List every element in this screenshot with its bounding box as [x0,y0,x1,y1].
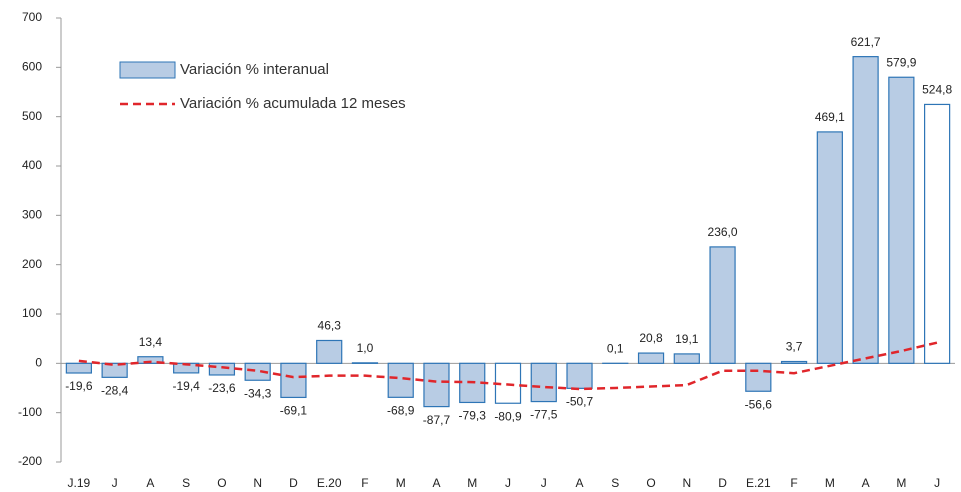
value-label: 236,0 [708,225,738,239]
bar [780,360,808,364]
y-tick-label: 500 [22,109,42,123]
bar [816,131,843,364]
value-label: -56,6 [745,397,773,411]
y-tick-label: 100 [22,306,42,320]
value-label: 13,4 [139,335,163,349]
legend-swatch [119,61,176,79]
x-tick-label: D [718,476,727,490]
x-tick-label: M [825,476,835,490]
value-label: 621,7 [851,35,881,49]
value-label: -19,6 [65,379,93,393]
y-tick-label: 700 [22,10,42,24]
x-tick-label: A [862,476,870,490]
value-label: 19,1 [675,332,699,346]
x-tick-label: E.21 [746,476,771,490]
value-label: 0,1 [607,341,624,355]
bar [852,56,879,364]
x-tick-label: O [217,476,226,490]
bar [673,353,700,364]
value-label: 20,8 [639,331,663,345]
bar [387,362,414,398]
x-tick-label: M [396,476,406,490]
value-label: 524,8 [922,83,952,97]
legend-label: Variación % interanual [180,61,329,78]
bar [65,362,92,374]
x-tick-label: J [112,476,118,490]
bar [637,352,665,364]
x-tick-label: J.19 [68,476,91,490]
value-label: -50,7 [566,395,594,409]
bar [423,362,450,408]
line [78,341,938,391]
bar [566,362,593,389]
x-tick-label: O [646,476,655,490]
value-label: -23,6 [208,381,236,395]
y-tick-label: 600 [22,60,42,74]
bar [101,362,128,378]
x-tick-label: A [432,476,440,490]
x-tick-label: S [611,476,619,490]
x-tick-label: F [790,476,797,490]
bar [244,362,271,381]
x-tick-label: S [182,476,190,490]
x-tick-label: J [541,476,547,490]
x-tick-label: M [896,476,906,490]
bar [208,362,236,376]
x-tick-label: N [253,476,262,490]
value-label: -68,9 [387,403,415,417]
x-tick-label: A [576,476,584,490]
bar [745,362,772,392]
value-label: -77,5 [530,408,558,422]
bar [280,362,307,399]
value-label: 1,0 [357,341,374,355]
x-tick-label: D [289,476,298,490]
value-label: -69,1 [280,404,308,418]
x-tick-label: M [467,476,477,490]
value-label: -79,3 [459,409,487,423]
y-tick-label: 400 [22,158,42,172]
bar [530,362,557,403]
bar [924,103,951,364]
x-tick-label: F [361,476,368,490]
bar [137,356,164,364]
x-tick-label: N [682,476,691,490]
bar [709,246,736,364]
value-label: 579,9 [886,55,916,69]
value-label: -28,4 [101,384,129,398]
y-tick-label: 200 [22,257,42,271]
value-label: -87,7 [423,413,451,427]
y-tick-label: -100 [18,405,42,419]
value-label: 469,1 [815,110,845,124]
y-tick-label: -200 [18,454,42,468]
x-tick-label: J [934,476,940,490]
x-tick-label: J [505,476,511,490]
x-tick-label: A [146,476,154,490]
value-label: 46,3 [318,319,342,333]
x-tick-label: E.20 [317,476,342,490]
y-tick-label: 300 [22,208,42,222]
legend-label: Variación % acumulada 12 meses [180,95,406,112]
value-label: -80,9 [494,409,522,423]
value-label: 3,7 [786,340,803,354]
value-label: -34,3 [244,386,272,400]
y-tick-label: 0 [35,356,42,370]
value-label: -19,4 [172,379,200,393]
bar [316,339,343,364]
bar [888,76,915,364]
